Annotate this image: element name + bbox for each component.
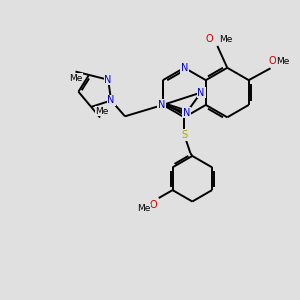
Text: Me: Me	[277, 57, 290, 66]
Text: N: N	[158, 100, 166, 110]
Text: O: O	[206, 34, 213, 44]
Text: N: N	[197, 88, 205, 98]
Text: O: O	[149, 200, 157, 210]
Text: O: O	[268, 56, 276, 66]
Text: N: N	[183, 108, 190, 118]
Text: N: N	[181, 63, 188, 73]
Text: Me: Me	[95, 106, 109, 116]
Text: Me: Me	[69, 74, 82, 82]
Text: N: N	[107, 95, 115, 106]
Text: N: N	[104, 75, 112, 85]
Text: Me: Me	[137, 204, 151, 213]
Text: Me: Me	[219, 35, 233, 44]
Text: S: S	[181, 130, 188, 140]
